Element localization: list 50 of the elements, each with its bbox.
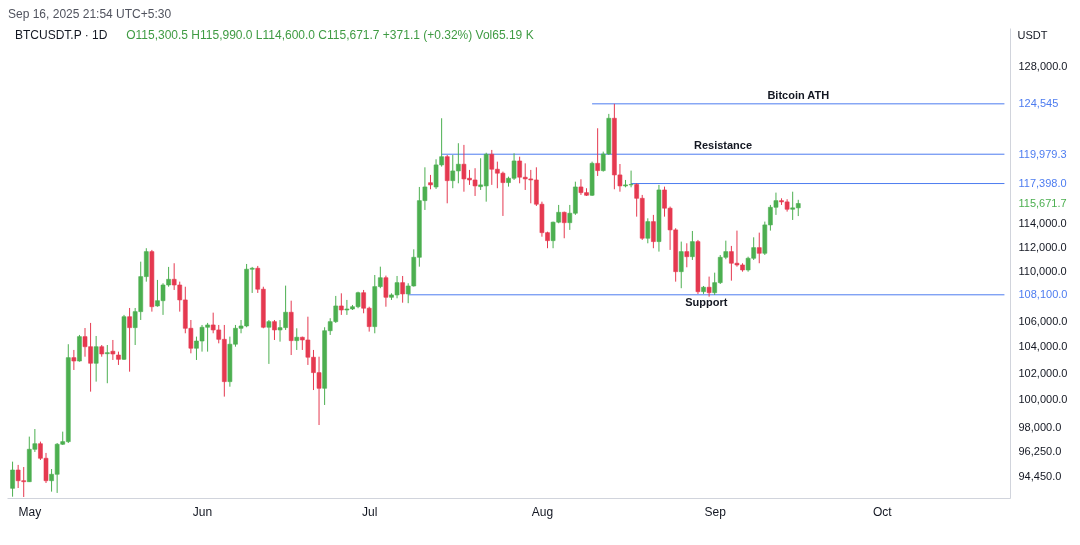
- series-label: Bitcoin ATH: [767, 88, 830, 101]
- candlestick: [651, 214, 656, 249]
- candlestick: [272, 319, 277, 341]
- chart-title: BTCUSDT.P · 1D: [15, 28, 108, 42]
- x-tick-label: Jun: [192, 504, 213, 519]
- candlestick: [690, 230, 695, 261]
- candlestick: [339, 292, 344, 316]
- candlestick: [444, 154, 450, 204]
- candlestick: [294, 327, 300, 351]
- candlestick: [266, 319, 272, 365]
- y-tick-label: 98,000.0: [1018, 420, 1062, 433]
- text: Sep 16, 2025 21:54 UTC+5:30: [8, 7, 172, 21]
- y-tick-label: 119,979.3: [1018, 147, 1067, 160]
- y-tick-label: 106,000.0: [1018, 314, 1068, 327]
- y-tick-label: 94,450.0: [1018, 470, 1062, 483]
- candlestick: [383, 275, 389, 308]
- y-tick-label: 100,000.0: [1018, 393, 1068, 406]
- candlestick: [756, 232, 762, 264]
- y-tick-label: 128,000.0: [1018, 60, 1068, 73]
- series-label: Resistance: [693, 139, 753, 152]
- y-tick-label: 114,000.0: [1018, 216, 1067, 229]
- x-tick-label: Sep: [704, 504, 727, 519]
- x-tick-label: Jul: [362, 504, 378, 519]
- series-label: Support: [685, 295, 728, 308]
- candlestick: [706, 276, 712, 298]
- candlestick: [71, 349, 77, 371]
- y-tick-label: 96,250.0: [1018, 444, 1062, 457]
- candlestick: [561, 211, 567, 239]
- chart-subtitle: O115,300.5 H115,990.0 L114,600.0 C115,671.7 +371.1 (+0.32%) Vol65.19 K: [126, 28, 534, 42]
- y-tick-label: 104,000.0: [1018, 340, 1068, 353]
- y-tick-label: 110,000.0: [1018, 264, 1067, 277]
- x-tick-label: May: [18, 504, 42, 519]
- candlestick: [400, 275, 405, 304]
- candlestick: [645, 217, 651, 244]
- y-tick-label: 117,398.0: [1018, 177, 1067, 190]
- candlestick: [104, 344, 110, 384]
- y-tick-label: 108,100.0: [1018, 288, 1068, 301]
- y-tick-label: 115,671.7: [1018, 197, 1067, 210]
- y-tick-label: 124,545: [1018, 97, 1059, 110]
- y-tick-label: 112,000.0: [1018, 240, 1067, 253]
- candlestick: [10, 461, 15, 498]
- y-tick-label: 102,000.0: [1018, 366, 1068, 379]
- x-tick-label: Aug: [531, 504, 554, 519]
- y-axis-title: USDT: [1017, 28, 1048, 41]
- candlestick: [684, 242, 690, 268]
- candlestick: [93, 335, 99, 383]
- candlestick: [678, 241, 684, 289]
- candlestick: [127, 307, 132, 373]
- candlestick: [595, 127, 600, 177]
- x-tick-label: Oct: [873, 504, 893, 519]
